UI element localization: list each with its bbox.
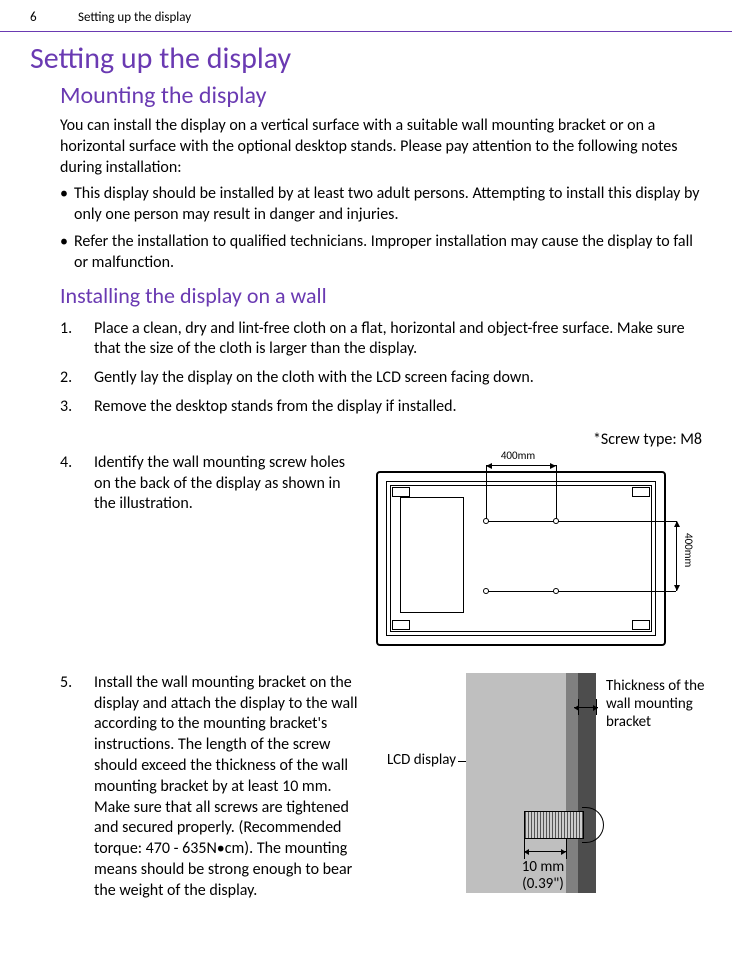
step-text: Identify the wall mounting screw holes o… — [94, 453, 360, 515]
bracket-dim-arrow — [574, 707, 598, 708]
header-rule — [0, 31, 732, 32]
step-number: 3. — [60, 397, 94, 418]
screw-dim-label: 10 mm (0.39") — [508, 859, 578, 894]
running-head-title: Setting up the display — [78, 10, 702, 25]
notes-list: This display should be installed by at l… — [60, 184, 702, 273]
step-number: 4. — [60, 453, 94, 515]
step-text: Remove the desktop stands from the displ… — [94, 397, 702, 418]
dim-arrow-h — [486, 465, 556, 466]
running-header: 6 Setting up the display — [30, 10, 702, 25]
step-item: 2. Gently lay the display on the cloth w… — [60, 368, 702, 389]
mount-hole — [483, 518, 489, 524]
step-text: Install the wall mounting bracket on the… — [94, 673, 360, 902]
screw-thread — [524, 811, 584, 839]
figure-side-view: LCD display Thickness of the wall mounti… — [376, 673, 706, 903]
step-item: 3. Remove the desktop stands from the di… — [60, 397, 702, 418]
intro-paragraph: You can install the display on a vertica… — [60, 116, 702, 178]
mount-hole — [553, 588, 559, 594]
screw-dim-arrow — [524, 851, 566, 852]
dim-label-v: 400mm — [682, 533, 695, 567]
step-5-row: 5. Install the wall mounting bracket on … — [60, 673, 702, 903]
screw-type-note: *Screw type: M8 — [30, 430, 702, 449]
heading-2: Mounting the display — [60, 81, 702, 110]
step-text: Place a clean, dry and lint-free cloth o… — [94, 319, 702, 361]
screw-head — [582, 807, 604, 843]
note-item: This display should be installed by at l… — [60, 184, 702, 226]
step-number: 2. — [60, 368, 94, 389]
step-4-text: 4. Identify the wall mounting screw hole… — [60, 453, 360, 515]
step-4-row: 4. Identify the wall mounting screw hole… — [60, 453, 702, 653]
bracket-thickness-label: Thickness of the wall mounting bracket — [606, 677, 706, 731]
mount-hole — [483, 588, 489, 594]
steps-list: 1. Place a clean, dry and lint-free clot… — [60, 319, 702, 418]
page-number: 6 — [30, 10, 78, 25]
lcd-label: LCD display — [366, 751, 456, 769]
dim-arrow-v — [676, 521, 677, 591]
step-item: 1. Place a clean, dry and lint-free clot… — [60, 319, 702, 361]
heading-1: Setting up the display — [30, 40, 702, 77]
step-number: 1. — [60, 319, 94, 361]
io-panel — [400, 497, 464, 613]
mount-hole — [553, 518, 559, 524]
step-number: 5. — [60, 673, 94, 902]
dim-label-h: 400mm — [493, 449, 543, 462]
heading-3: Installing the display on a wall — [60, 282, 702, 309]
note-item: Refer the installation to qualified tech… — [60, 232, 702, 274]
step-5-text: 5. Install the wall mounting bracket on … — [60, 673, 360, 902]
step-text: Gently lay the display on the cloth with… — [94, 368, 702, 389]
figure-back-of-display: 400mm — [376, 453, 702, 653]
